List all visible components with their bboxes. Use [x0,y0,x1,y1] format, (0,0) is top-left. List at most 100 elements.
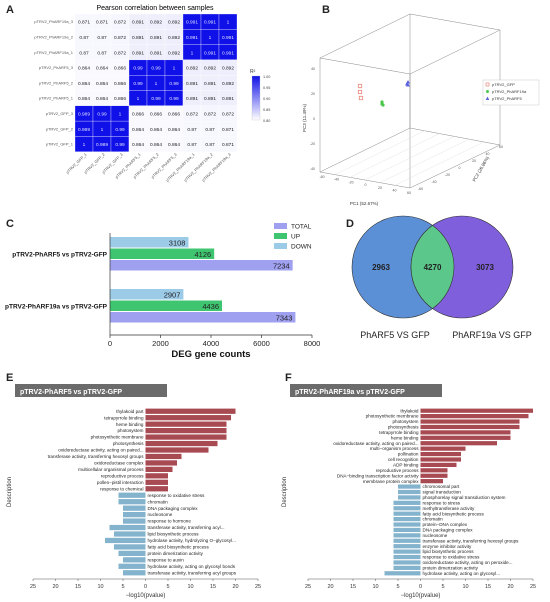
go-term-label: lipid biosynthetic process [148,532,200,537]
deg-bar-up [110,300,223,311]
heatmap-row-label: pTRV2_GFP_2 [46,126,74,131]
heatmap-row-label: pTRV2_PhARF5_2 [39,80,74,85]
go-term-label: transferase activity, transferring acyl.… [148,525,225,530]
go-term-label: lipid biosynthetic process [423,549,475,554]
heatmap-cell-value: 0.991 [186,20,198,26]
go-x-tick-label: 10 [97,584,103,590]
go-term-label: enzyme inhibitor activity [423,544,472,549]
pca-x-tick: 40 [393,189,397,193]
heatmap-cell-value: 0.864 [132,142,144,148]
go-bar-down [123,518,146,524]
heatmap-cell-value: 1 [227,20,230,26]
heatmap-cell-value: 0.864 [150,142,162,148]
deg-category-label: pTRV2-PhARF5 vs pTRV2-GFP [12,251,107,258]
go-term-label: heme binding [116,422,144,427]
go-x-tick-label: 10 [187,584,193,590]
go-term-label: multi−organism process [370,446,419,451]
pca-floor-grid [379,138,471,183]
go-bar-up [420,468,448,473]
go-term-label: tetrapyrrole binding [379,430,419,435]
heatmap-cell-value: 0.892 [186,66,198,72]
heatmap-cell-value: 0.87 [187,127,197,133]
go-bar-down [393,511,421,516]
go-bar-up [420,414,529,419]
go-x-tick-label: 10 [462,584,468,590]
go-term-label: protein dimerization activity [423,565,479,570]
venn-diagram: 2963 4270 3073 PhARF5 VS GFP PhARF19a VS GFP [351,215,532,340]
heatmap-cell-value: 0.891 [132,35,144,41]
deg-bar-value: 7343 [276,313,293,322]
panel-label-d: D [346,218,354,230]
pca-y-tick: 20 [472,159,476,163]
pca-z-tick: -20 [310,142,315,146]
go-term-label: hydrolase activity, acting on glycosyl b… [148,564,236,569]
go-term-label: membrane protein complex [363,479,419,484]
heatmap-cell-value: 0.891 [204,81,216,87]
go-x-tick-label: 25 [530,584,536,590]
go-term-label: transferase activity, transferring hexos… [423,538,520,543]
pca-floor-grid [334,130,426,175]
heatmap-cell-value: 0.99 [115,127,125,133]
go-x-tick-label: 25 [305,584,311,590]
heatmap-cell-value: 0.99 [169,96,179,102]
deg-bar-down [110,289,184,300]
heatmap-cell-value: 0.87 [97,35,107,41]
pca-z-tick: 20 [311,92,315,96]
go-bar-down [123,505,146,511]
heatmap-cell-value: 0.991 [222,50,234,56]
go-term-label: transferase activity, transferring hexos… [48,454,145,459]
pca-point-gfp [357,89,363,95]
colorbar-tick-label: 0.85 [263,108,270,112]
go-term-label: cell recognition [388,457,419,462]
heatmap-row-label: pTRV2_GFP_1 [46,142,74,147]
go-bar-down [393,522,421,527]
pca-box-edge [319,127,411,173]
panel-label-b: B [322,4,330,16]
deg-bar-value: 7234 [273,261,290,270]
go-bar-down [398,489,421,495]
go-bar-down [393,506,421,511]
deg-count-bar-chart: 3108 4126 7234 pTRV2-PhARF5 vs pTRV2-GFP 290… [5,223,320,360]
heatmap-cell-value: 0.872 [204,111,216,117]
go-x-tick-label: 0 [144,584,147,590]
heatmap-cell-value: 0.892 [150,20,162,26]
heatmap-cell-value: 0.989 [78,111,90,117]
pca-x-tick: -20 [348,180,353,184]
go-bar-up [420,451,461,457]
heatmap-cell-value: 0.87 [79,35,89,41]
heatmap-cell-value: 0.866 [132,111,144,117]
go-bar-down [118,563,146,569]
go-title: pTRV2-PhARF19a vs pTRV2-GFP [295,389,405,396]
deg-bar-up [110,248,215,259]
deg-legend-label: DOWN [291,244,312,251]
heatmap-cell-value: 0.99 [151,66,161,72]
heatmap-cell-value: 0.864 [78,66,90,72]
panel-label-e: E [6,372,14,384]
go-x-label: −log10(pvalue) [126,593,166,599]
heatmap-cell-value: 0.891 [132,50,144,56]
go-term-label: photosynthesis [388,425,419,430]
heatmap-cell-value: 0.872 [114,20,126,26]
go-bar-up [145,427,227,434]
colorbar-tick-label: 0.80 [263,119,270,123]
go-x-tick-label: 0 [419,584,422,590]
pca-y-tick: -40 [432,180,437,184]
go-bar-down [393,554,421,560]
go-bar-up [420,419,520,424]
deg-x-label: DEG gene counts [171,349,250,360]
venn-set-label-pharf5: PhARF5 VS GFP [360,330,430,340]
go-term-label: DNA packaging complex [423,528,474,533]
pca-point-pharf19a [380,100,384,104]
go-bar-up [420,408,533,413]
pca-y-tick: 60 [499,145,503,149]
heatmap-cell-value: 0.864 [150,127,162,133]
heatmap-cell-value: 0.866 [114,81,126,87]
heatmap-cell-value: 1 [83,142,86,148]
go-bar-down [398,484,421,489]
correlation-heatmap: Pearson correlation between samples 0.87… [34,5,270,183]
heatmap-cell-value: 0.991 [186,35,198,41]
heatmap-row-label: pTRV2_PhARF19a_1 [34,50,73,55]
colorbar-tick-label: 0.95 [263,86,270,90]
pca-x-tick: -60 [319,175,324,179]
go-bar-up [145,447,209,453]
